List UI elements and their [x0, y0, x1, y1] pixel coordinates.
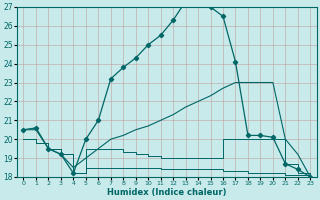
X-axis label: Humidex (Indice chaleur): Humidex (Indice chaleur) — [107, 188, 227, 197]
